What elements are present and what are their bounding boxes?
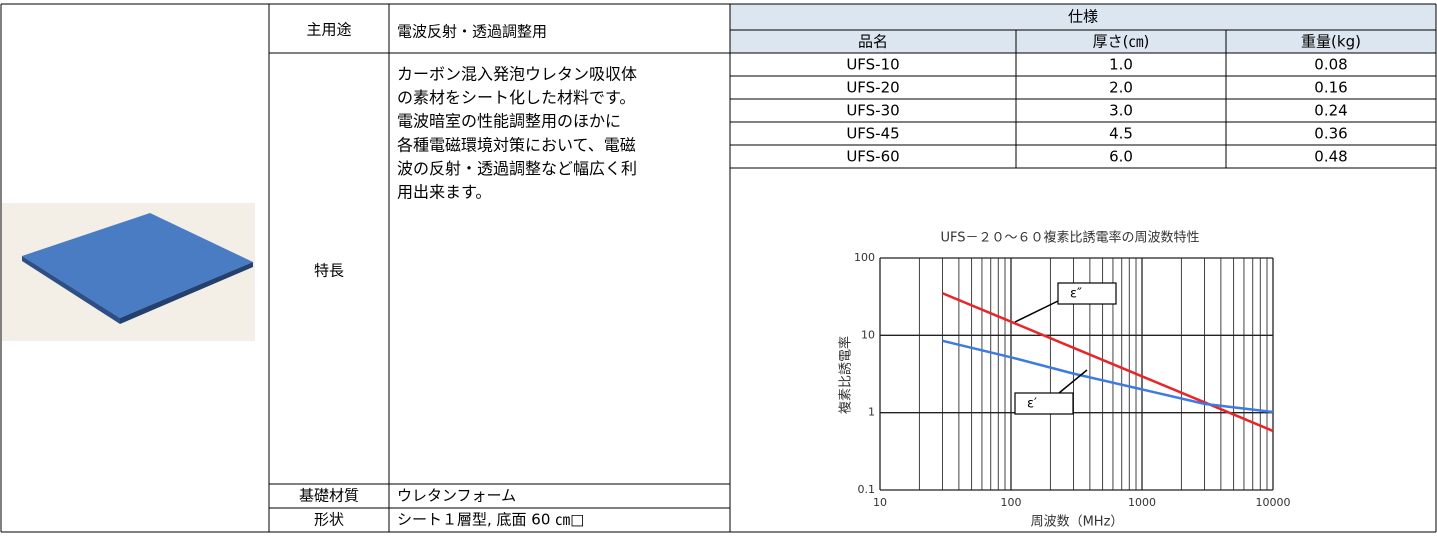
annotation-box — [1057, 282, 1117, 305]
product-photo — [2, 203, 255, 341]
cell-text: 電波反射・透過調整用 — [397, 23, 547, 41]
spec-cell: 0.48 — [1314, 148, 1347, 166]
header-background — [730, 4, 1436, 53]
x-tick-label: 1000 — [1128, 496, 1156, 509]
spec-cell: 1.0 — [1109, 56, 1133, 74]
spec-cell: 6.0 — [1109, 148, 1133, 166]
column-header: 厚さ(㎝) — [1093, 33, 1150, 51]
feature-line: 各種電磁環境対策において、電磁 — [397, 135, 636, 154]
chart: UFS－２０～６０複素比誘電率の周波数特性 10 100 1000 10000 0.1 1 1… — [838, 230, 1291, 530]
data-line — [942, 339, 1274, 414]
spec-cell: 3.0 — [1109, 102, 1133, 120]
legend-label: ε′ — [1027, 397, 1037, 412]
y-tick-label: 1 — [868, 406, 875, 419]
x-tick-label: 10000 — [1256, 496, 1291, 509]
chart-title: UFS－２０～６０複素比誘電率の周波数特性 — [940, 230, 1199, 246]
spec-cell: UFS-10 — [846, 56, 899, 74]
spec-cell: 2.0 — [1109, 79, 1133, 97]
data-line — [942, 292, 1274, 433]
annotation-arrow — [1014, 300, 1059, 323]
x-tick-label: 100 — [1001, 496, 1022, 509]
row-label: 主用途 — [306, 21, 351, 39]
row-label: 特長 — [314, 262, 344, 280]
photo-mat — [22, 213, 253, 318]
spec-cell: UFS-45 — [846, 125, 899, 143]
spec-cell: 0.08 — [1314, 56, 1347, 74]
feature-line: カーボン混入発泡ウレタン吸収体 — [397, 65, 637, 84]
y-axis-label: 複素比誘電率 — [838, 336, 854, 414]
y-tick-label: 100 — [854, 251, 875, 264]
feature-line: 用出来ます。 — [397, 183, 491, 202]
legend-label: ε″ — [1070, 287, 1082, 302]
spec-cell: 0.36 — [1314, 125, 1347, 143]
feature-line: の素材をシート化した材料です。 — [397, 88, 635, 107]
spec-cell: UFS-20 — [846, 79, 899, 97]
x-tick-label: 10 — [873, 496, 887, 509]
x-axis-label: 周波数（MHz） — [1031, 515, 1124, 530]
y-tick-label: 0.1 — [858, 483, 876, 496]
photo-mat-edge — [120, 262, 253, 324]
annotation-box — [1014, 392, 1074, 415]
feature-line: 波の反射・透過調整など幅広く利 — [397, 159, 637, 178]
column-header: 品名 — [858, 33, 888, 51]
spec-cell: 0.16 — [1314, 79, 1347, 97]
spec-cell: UFS-60 — [846, 148, 899, 166]
row-label: 形状 — [314, 511, 344, 529]
cell-text: シート１層型, 底面 60 ㎝□ — [397, 511, 584, 529]
annotation-arrow — [1058, 369, 1088, 394]
spec-header: 仕様 — [1068, 8, 1098, 26]
cell-text: ウレタンフォーム — [397, 487, 516, 505]
spec-cell: 0.24 — [1314, 102, 1347, 120]
y-tick-label: 10 — [861, 328, 875, 341]
row-label: 基礎材質 — [299, 487, 359, 505]
column-header: 重量(kg) — [1301, 33, 1361, 51]
spec-cell: 4.5 — [1109, 125, 1133, 143]
photo-mat-edge — [22, 256, 120, 324]
spec-cell: UFS-30 — [846, 102, 899, 120]
feature-line: 電波暗室の性能調整用のほかに — [397, 112, 621, 131]
